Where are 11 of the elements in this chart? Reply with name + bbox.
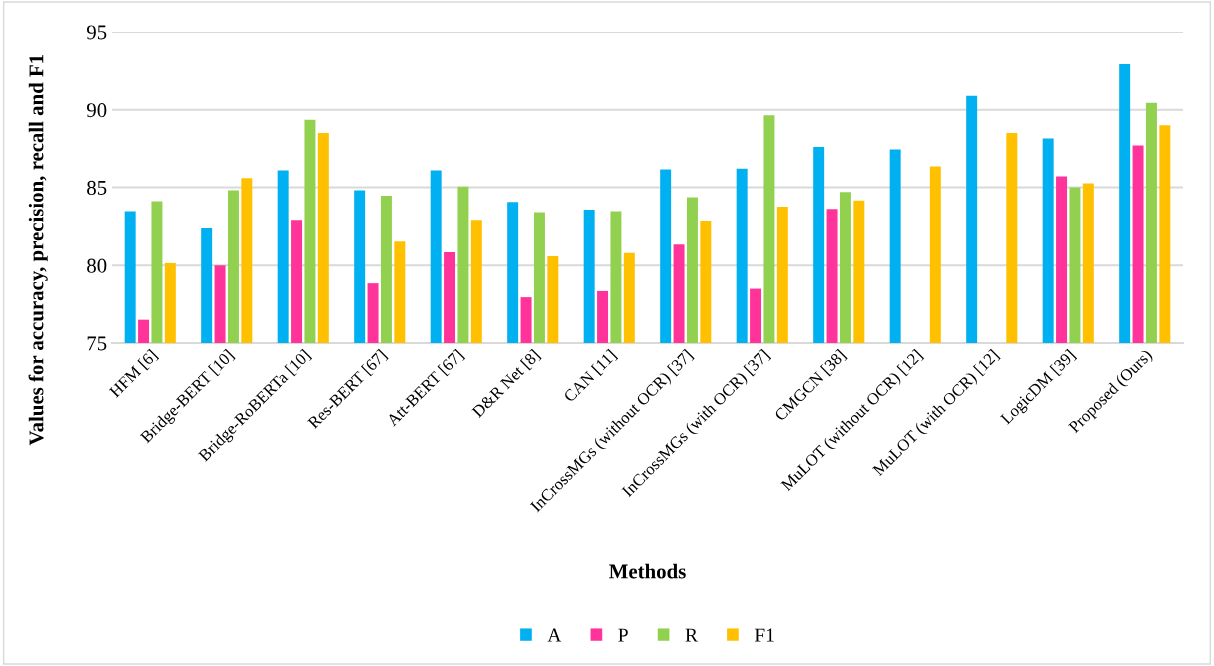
y-tick-label: 90 [86, 103, 107, 118]
legend-label: F1 [754, 628, 774, 642]
y-tick-label: 80 [87, 258, 107, 273]
y-tick-label: 75 [87, 336, 107, 351]
x-axis-title: Methods [609, 563, 686, 579]
legend-label: R [685, 628, 698, 642]
legend-label: P [618, 628, 628, 642]
y-axis-title: Values for accuracy, precision, recall and F1 [28, 54, 48, 446]
legend-label: A [547, 628, 562, 642]
y-tick-label: 85 [87, 180, 107, 195]
y-tick-label: 95 [86, 25, 107, 40]
